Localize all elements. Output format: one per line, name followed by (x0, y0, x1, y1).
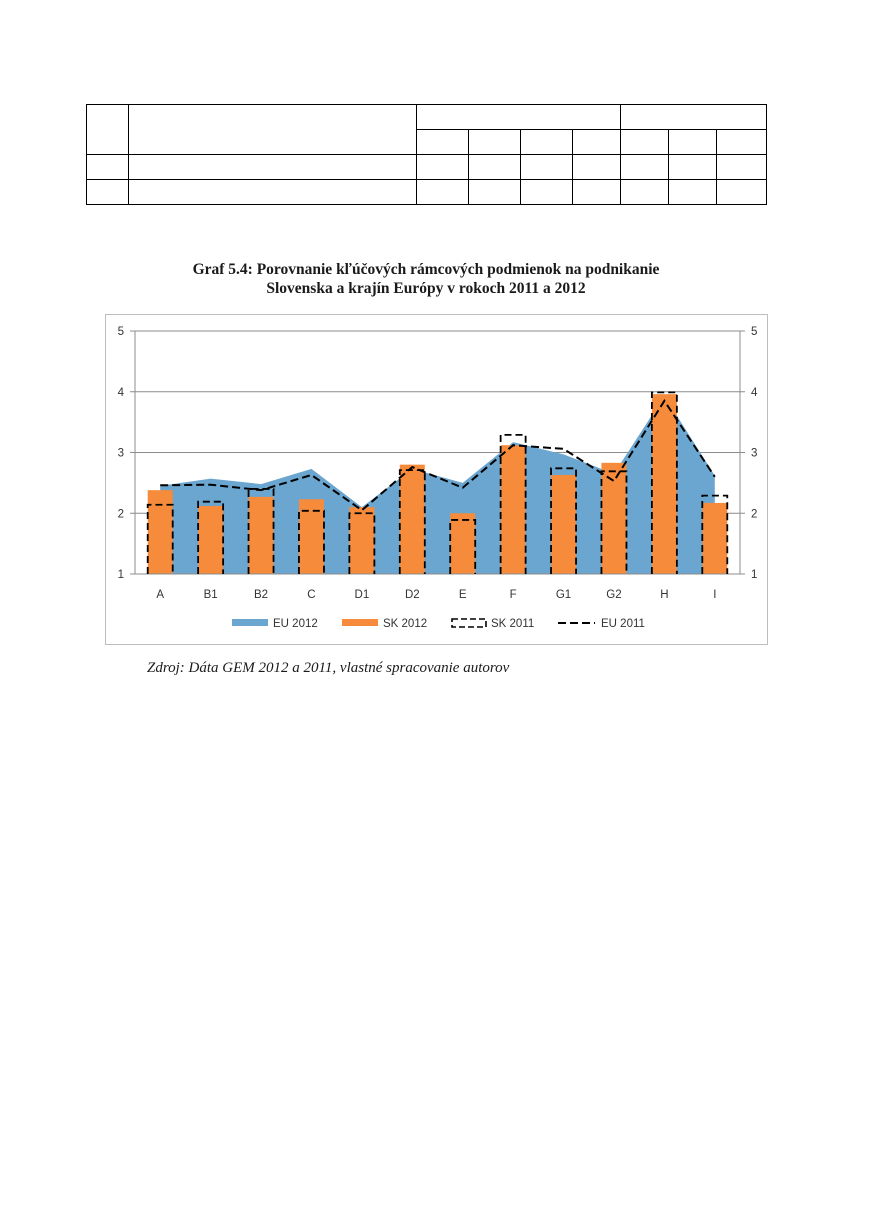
bar-outline-sk-2011 (449, 519, 477, 574)
table-cell (572, 154, 621, 180)
table-cell (619, 104, 768, 130)
table-cell (468, 154, 521, 180)
table-cell (715, 179, 768, 205)
table-cell (572, 179, 621, 205)
table-cell (620, 179, 669, 205)
source-note: Zdroj: Dáta GEM 2012 a 2011, vlastné spr… (147, 660, 510, 676)
y-tick-label-right: 2 (751, 508, 757, 520)
chart-title-line-1: Graf 5.4: Porovnanie kľúčových rámcových… (192, 261, 660, 278)
table-cell (128, 154, 417, 180)
table-cell (620, 154, 669, 180)
legend-swatch-sk-2012 (342, 619, 378, 626)
x-tick-label: H (660, 589, 668, 601)
x-tick-label: E (459, 589, 467, 601)
legend-label-sk-2012: SK 2012 (383, 618, 427, 630)
bar-sk-2012 (651, 394, 677, 574)
bar-sk-2012 (399, 464, 425, 574)
legend-label-eu-2012: EU 2012 (273, 618, 318, 630)
table-cell (416, 104, 621, 130)
x-tick-label: D2 (405, 589, 420, 601)
table-cell (416, 154, 469, 180)
table-cell (715, 154, 768, 180)
chart-svg: 1 1 2 2 3 3 4 4 5 5 A B1 B2 C D1 D2 E F G1 G2 H I EU 2012 SK 20… (118, 326, 758, 630)
table-cell (668, 179, 717, 205)
table-cell (572, 129, 621, 155)
y-tick-label-left: 1 (118, 569, 124, 581)
bar-sk-2012 (551, 474, 577, 574)
bar-sk-2012 (147, 490, 173, 574)
table-cell (86, 104, 129, 155)
x-tick-label: F (510, 589, 517, 601)
table-cell (416, 129, 469, 155)
table-cell (128, 179, 417, 205)
y-tick-label-right: 5 (751, 326, 757, 338)
y-tick-label-right: 3 (751, 448, 757, 460)
table-cell (668, 154, 717, 180)
x-tick-label: B1 (204, 589, 218, 601)
y-tick-label-right: 1 (751, 569, 757, 581)
y-tick-label-left: 3 (118, 448, 124, 460)
empty-table (86, 104, 768, 205)
bar-sk-2012 (198, 505, 224, 574)
bar-outline-sk-2011 (348, 512, 376, 574)
chart-frame: 1 1 2 2 3 3 4 4 5 5 A B1 B2 C D1 D2 E F G1 G2 H I EU 2012 SK 20… (105, 314, 768, 645)
table-cell (128, 104, 417, 155)
bar-outline-sk-2011 (600, 470, 628, 574)
area-eu-2012 (160, 396, 715, 574)
bar-outline-sk-2011 (701, 494, 729, 574)
y-tick-label-right: 4 (751, 387, 758, 399)
table-cell (86, 154, 129, 180)
bar-sk-2012 (500, 445, 526, 574)
bar-sk-2012 (298, 499, 324, 574)
legend-swatch-sk-2011 (451, 618, 487, 628)
x-tick-label: G2 (606, 589, 621, 601)
bar-sk-2012 (702, 502, 728, 574)
y-tick-label-left: 5 (118, 326, 124, 338)
table-cell (468, 179, 521, 205)
line-eu-2011 (160, 399, 716, 512)
bar-outline-sk-2011 (499, 433, 527, 574)
table-cell (668, 129, 717, 155)
bar-sk-2012 (601, 462, 627, 574)
chart-title: Graf 5.4: Porovnanie kľúčových rámcových… (86, 260, 766, 298)
bar-sk-2012 (349, 507, 375, 574)
legend-label-eu-2011: EU 2011 (601, 618, 645, 630)
y-tick-label-left: 4 (118, 387, 125, 399)
bar-outline-sk-2011 (398, 469, 426, 574)
bar-sk-2012 (450, 513, 476, 574)
x-tick-label: C (307, 589, 315, 601)
legend-label-sk-2011: SK 2011 (491, 618, 534, 630)
table-cell (520, 154, 573, 180)
x-tick-label: I (713, 589, 716, 601)
table-cell (715, 129, 768, 155)
bar-sk-2012 (248, 496, 274, 574)
table-cell (520, 129, 573, 155)
chart-title-line-2: Slovenska a krajín Európy v rokoch 2011 … (266, 280, 586, 297)
table-cell (416, 179, 469, 205)
bar-outline-sk-2011 (197, 500, 225, 574)
x-tick-label: A (156, 589, 164, 601)
table-cell (520, 179, 573, 205)
table-cell (86, 179, 129, 205)
legend-swatch-eu-2012 (232, 619, 268, 626)
x-tick-label: G1 (556, 589, 571, 601)
bar-outline-sk-2011 (146, 503, 174, 574)
y-tick-label-left: 2 (118, 508, 124, 520)
x-tick-label: D1 (355, 589, 370, 601)
table-cell (468, 129, 521, 155)
table-cell (620, 129, 669, 155)
bar-outline-sk-2011 (650, 391, 678, 574)
x-tick-label: B2 (254, 589, 268, 601)
